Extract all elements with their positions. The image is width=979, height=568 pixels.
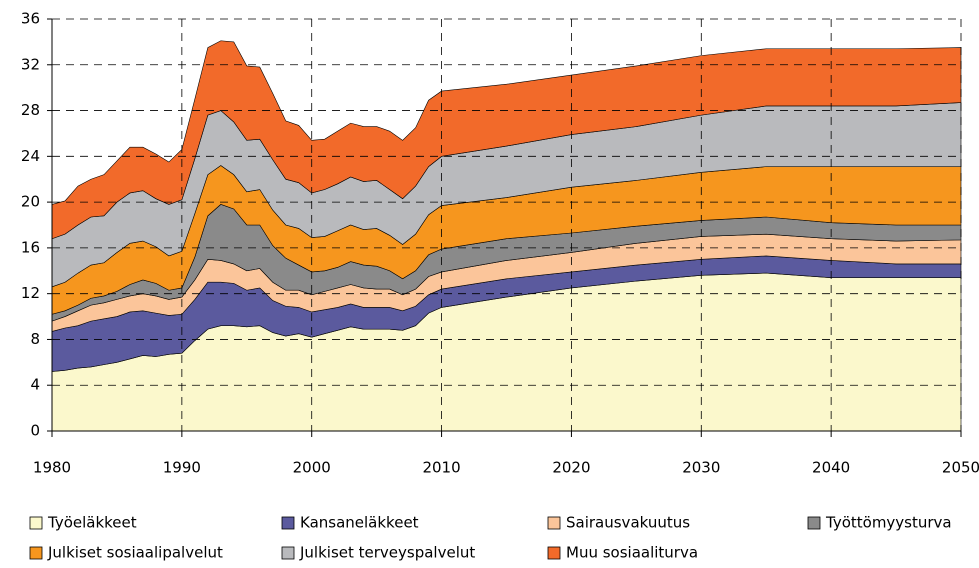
- y-tick-label: 0: [30, 422, 40, 440]
- legend-swatch: [547, 546, 561, 560]
- y-tick-label: 36: [21, 10, 40, 28]
- x-tick-label: 2000: [293, 459, 331, 477]
- legend-swatch: [281, 516, 295, 530]
- x-tick-label: 2020: [552, 459, 590, 477]
- legend-item: Kansaneläkkeet: [281, 514, 419, 532]
- y-tick-label: 20: [21, 193, 40, 211]
- y-tick-label: 32: [21, 55, 40, 73]
- legend-item: Julkiset sosiaalipalvelut: [29, 544, 223, 562]
- legend-swatch: [547, 516, 561, 530]
- x-tick-label: 1980: [33, 459, 71, 477]
- legend-label: Kansaneläkkeet: [300, 514, 419, 532]
- legend-swatch: [29, 516, 43, 530]
- legend-label: Muu sosiaaliturva: [566, 544, 698, 562]
- legend-item: Muu sosiaaliturva: [547, 544, 698, 562]
- legend-item: Julkiset terveyspalvelut: [281, 544, 475, 562]
- x-tick-label: 2050: [942, 459, 979, 477]
- legend-item: Työttömyysturva: [807, 514, 952, 532]
- x-tick-label: 2040: [812, 459, 850, 477]
- legend-item: Sairausvakuutus: [547, 514, 690, 532]
- legend-label: Julkiset sosiaalipalvelut: [47, 544, 223, 562]
- legend-swatch: [29, 546, 43, 560]
- x-tick-label: 2030: [682, 459, 720, 477]
- y-tick-label: 16: [21, 238, 40, 256]
- area: [51, 40, 962, 240]
- legend-swatch: [281, 546, 295, 560]
- legend-label: Työeläkkeet: [47, 514, 137, 532]
- legend-item: Työeläkkeet: [29, 514, 137, 532]
- y-tick-label: 8: [30, 330, 40, 348]
- legend-label: Työttömyysturva: [825, 514, 952, 532]
- x-tick-label: 2010: [422, 459, 460, 477]
- y-tick-label: 28: [21, 101, 40, 119]
- y-tick-label: 24: [21, 147, 40, 165]
- y-tick-label: 12: [21, 284, 40, 302]
- legend-swatch: [807, 516, 821, 530]
- legend-label: Julkiset terveyspalvelut: [299, 544, 475, 562]
- x-tick-label: 1990: [163, 459, 201, 477]
- legend-label: Sairausvakuutus: [566, 514, 690, 532]
- y-tick-label: 4: [30, 376, 40, 394]
